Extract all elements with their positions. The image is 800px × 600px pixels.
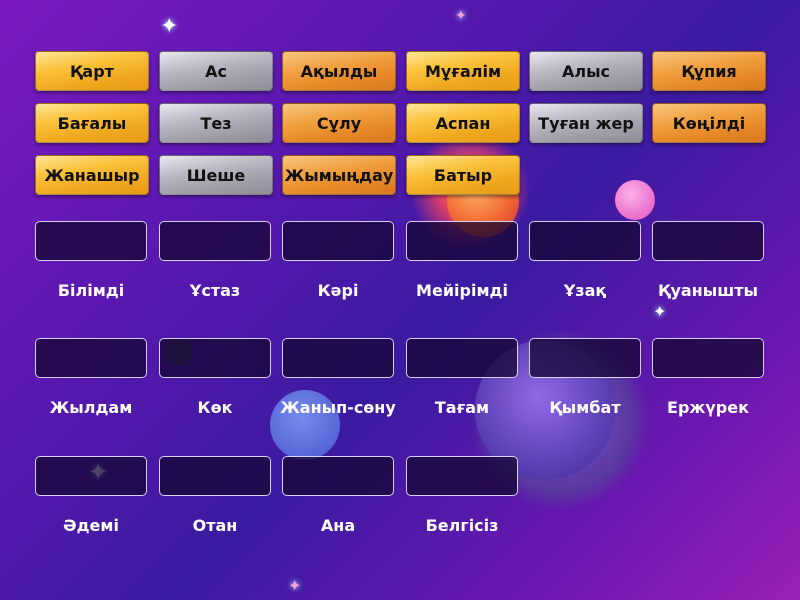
drop-zone[interactable] bbox=[159, 338, 271, 378]
target-label: Белгісіз bbox=[425, 516, 499, 535]
answer-tile[interactable]: Сұлу bbox=[282, 103, 396, 143]
answer-tile[interactable]: Жымыңдау bbox=[282, 155, 396, 195]
drop-zone[interactable] bbox=[159, 221, 271, 261]
answer-tile[interactable]: Ақылды bbox=[282, 51, 396, 91]
target-label: Жанып-сөну bbox=[280, 398, 396, 417]
target-label: Тағам bbox=[434, 398, 490, 417]
answer-tile[interactable]: Мұғалім bbox=[406, 51, 520, 91]
star-icon: ✦ bbox=[455, 8, 467, 24]
target-label: Кәрі bbox=[317, 281, 359, 300]
answer-tile[interactable]: Алыс bbox=[529, 51, 643, 91]
target-label: Қуанышты bbox=[658, 281, 758, 300]
drop-zone[interactable] bbox=[529, 221, 641, 261]
answer-tile[interactable]: Туған жер bbox=[529, 103, 643, 143]
drop-zone[interactable] bbox=[35, 221, 147, 261]
target-label: Ұстаз bbox=[189, 281, 241, 300]
planet-decoration bbox=[270, 390, 340, 460]
answer-tile[interactable]: Жанашыр bbox=[35, 155, 149, 195]
star-icon: ✦ bbox=[653, 302, 667, 321]
target-label: Ержүрек bbox=[667, 398, 749, 417]
drop-zone[interactable] bbox=[406, 221, 518, 261]
answer-tile[interactable]: Құпия bbox=[652, 51, 766, 91]
planet-decoration bbox=[615, 180, 655, 220]
target-label: Білімді bbox=[57, 281, 125, 300]
drop-zone[interactable] bbox=[406, 338, 518, 378]
target-label: Көк bbox=[197, 398, 233, 417]
drop-zone[interactable] bbox=[282, 456, 394, 496]
drop-zone[interactable] bbox=[529, 338, 641, 378]
answer-tile[interactable]: Аспан bbox=[406, 103, 520, 143]
target-label: Мейірімді bbox=[416, 281, 508, 300]
answer-tile[interactable]: Батыр bbox=[406, 155, 520, 195]
target-label: Қымбат bbox=[549, 398, 621, 417]
star-icon: ✦ bbox=[160, 14, 179, 39]
drop-zone[interactable] bbox=[652, 338, 764, 378]
answer-tile[interactable]: Көңілді bbox=[652, 103, 766, 143]
answer-tile[interactable]: Бағалы bbox=[35, 103, 149, 143]
target-label: Отан bbox=[192, 516, 238, 535]
answer-tile[interactable]: Қарт bbox=[35, 51, 149, 91]
answer-tile[interactable]: Тез bbox=[159, 103, 273, 143]
drop-zone[interactable] bbox=[652, 221, 764, 261]
drop-zone[interactable] bbox=[406, 456, 518, 496]
target-label: Ана bbox=[320, 516, 356, 535]
drop-zone[interactable] bbox=[282, 338, 394, 378]
target-label: Жылдам bbox=[49, 398, 133, 417]
drop-zone[interactable] bbox=[35, 338, 147, 378]
star-icon: ✦ bbox=[288, 576, 302, 595]
drop-zone[interactable] bbox=[159, 456, 271, 496]
target-label: Ұзақ bbox=[563, 281, 607, 300]
answer-tile[interactable]: Ас bbox=[159, 51, 273, 91]
answer-tile[interactable]: Шеше bbox=[159, 155, 273, 195]
drop-zone[interactable] bbox=[282, 221, 394, 261]
target-label: Әдемі bbox=[63, 516, 119, 535]
drop-zone[interactable] bbox=[35, 456, 147, 496]
